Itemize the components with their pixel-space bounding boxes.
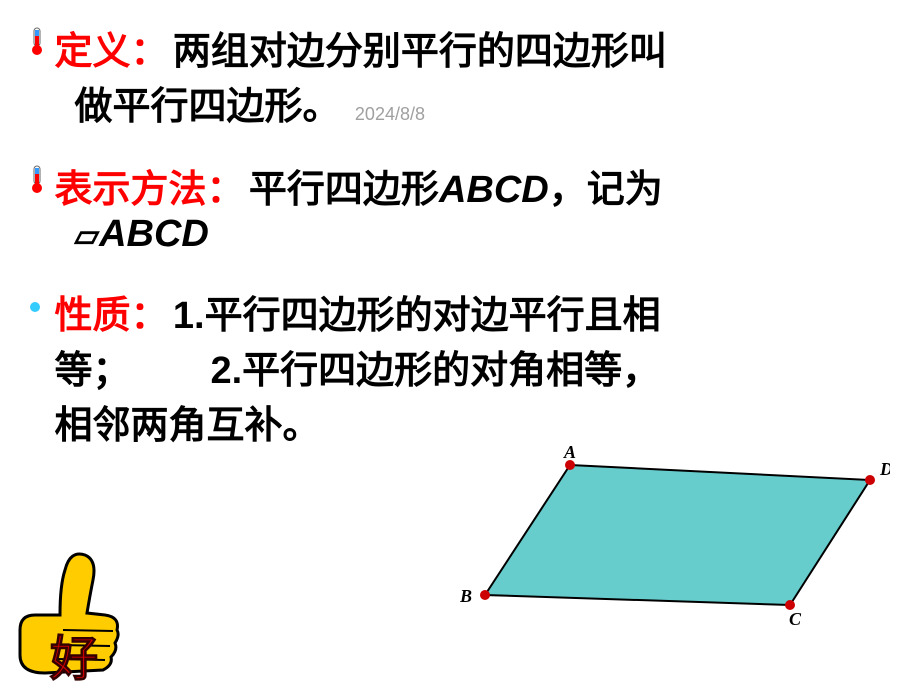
- notation-text-prefix: 平行四边形: [249, 169, 439, 211]
- vertex-label-d: D: [879, 459, 890, 479]
- notation-abcd-2: ABCD: [99, 213, 209, 255]
- definition-text-1: 两组对边分别平行的四边形叫: [173, 31, 667, 73]
- date-text: 2024/8/8: [355, 104, 425, 125]
- notation-text-suffix: ，记为: [549, 169, 663, 211]
- vertex-label-c: C: [789, 609, 802, 629]
- notation-label: 表示方法：: [54, 169, 244, 211]
- properties-label: 性质：: [54, 295, 168, 337]
- section-notation: 表示方法： 平行四边形ABCD，记为 ▱ABCD: [30, 158, 890, 256]
- parallelogram-notation: ▱ABCD: [74, 213, 208, 255]
- properties-item-2: 2.平行四边形的对角相等，相邻两角互补。: [54, 350, 660, 447]
- thermometer-icon: [30, 164, 44, 194]
- thumbs-up-icon: 好: [5, 535, 135, 685]
- parallelogram-diagram: A D B C: [460, 440, 890, 640]
- definition-content: 定义： 两组对边分别平行的四边形叫 做平行四边形。 2024/8/8: [54, 20, 884, 130]
- thumb-char: 好: [49, 633, 98, 685]
- vertex-label-b: B: [460, 586, 472, 606]
- section-properties: 性质： 1.平行四边形的对边平行且相等；2.平行四边形的对角相等，相邻两角互补。: [30, 284, 890, 449]
- thermometer-icon: [30, 26, 44, 56]
- definition-text-2: 做平行四边形。: [74, 86, 340, 128]
- notation-abcd-1: ABCD: [439, 169, 549, 211]
- notation-content: 表示方法： 平行四边形ABCD，记为 ▱ABCD: [54, 158, 884, 256]
- definition-label: 定义：: [54, 31, 168, 73]
- parallelogram-symbol: ▱: [74, 216, 99, 254]
- section-definition: 定义： 两组对边分别平行的四边形叫 做平行四边形。 2024/8/8: [30, 20, 890, 130]
- vertex-label-a: A: [563, 442, 576, 462]
- properties-content: 性质： 1.平行四边形的对边平行且相等；2.平行四边形的对角相等，相邻两角互补。: [54, 284, 884, 449]
- slide-content: 定义： 两组对边分别平行的四边形叫 做平行四边形。 2024/8/8 表示方法：…: [0, 0, 920, 449]
- bullet-dot-icon: [30, 302, 40, 312]
